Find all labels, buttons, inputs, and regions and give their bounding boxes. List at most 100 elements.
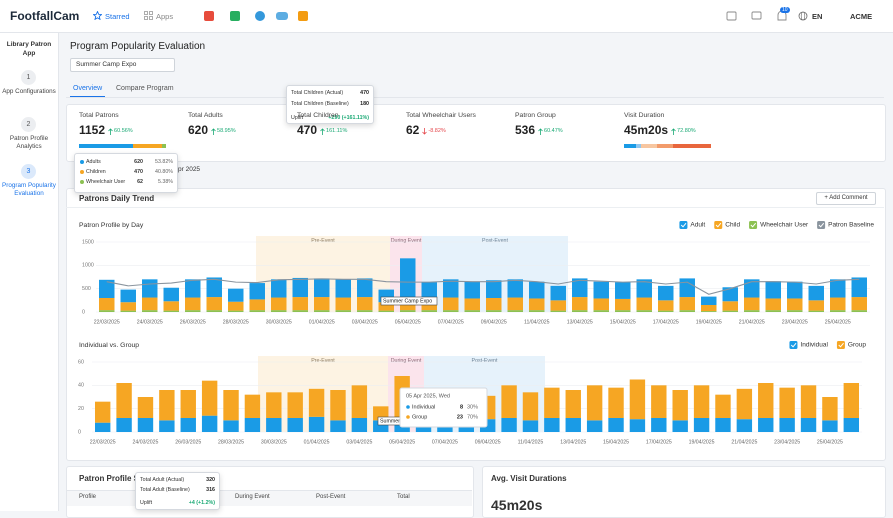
bar: [501, 385, 517, 418]
step-label[interactable]: Patron Profile Analytics: [9, 135, 49, 150]
bar: [228, 288, 244, 302]
legend-checkbox[interactable]: [714, 221, 723, 229]
page-title: Program Popularity Evaluation: [70, 41, 206, 52]
bar: [679, 297, 695, 311]
bar: [185, 279, 201, 298]
bar: [808, 285, 824, 301]
bar: [201, 380, 218, 416]
kpi-card: [66, 104, 886, 162]
program-select[interactable]: Summer Camp Expo: [70, 58, 175, 72]
y-tick-label: 500: [82, 286, 91, 292]
x-tick-label: 15/04/2025: [603, 439, 629, 445]
x-tick-label: 01/04/2025: [309, 319, 335, 325]
baseline-line: [106, 278, 860, 295]
event-label-box: Pre-Event: [311, 358, 335, 364]
bar: [565, 390, 581, 418]
x-tick-label: 19/04/2025: [696, 319, 722, 325]
bar: [765, 298, 781, 311]
kpi-label: Patron Group: [515, 112, 556, 119]
tooltip-label: Total Adult (Baseline): [140, 487, 190, 493]
bar: [808, 310, 824, 312]
starred-link[interactable]: Starred: [105, 12, 130, 21]
hover-pct: 30%: [467, 404, 478, 410]
x-tick-label: 21/04/2025: [739, 319, 765, 325]
bar: [271, 279, 287, 298]
legend-dot: [80, 160, 84, 164]
bar: [357, 278, 373, 298]
x-tick-label: 25/04/2025: [817, 439, 843, 445]
kpi-change: 60.56%: [114, 128, 133, 134]
bar: [94, 422, 111, 432]
kpi-change: 60.47%: [544, 128, 563, 134]
bar: [736, 419, 753, 432]
x-tick-label: 09/04/2025: [475, 439, 501, 445]
y-tick-label: 0: [82, 309, 85, 315]
kpi-value: 536: [515, 123, 536, 137]
chart-title: Individual vs. Group: [79, 342, 139, 349]
legend-checkbox[interactable]: [679, 221, 688, 229]
tooltip-label: Total Children (Actual): [291, 90, 344, 96]
add-comment-button[interactable]: + Add Comment: [816, 192, 876, 205]
legend-dot: [80, 170, 84, 174]
bar: [800, 385, 817, 418]
bar: [287, 392, 303, 418]
table-column: Profile: [79, 494, 97, 500]
event-label-box: Post-Event: [472, 358, 498, 364]
legend-check: [715, 222, 722, 228]
step-number[interactable]: 2: [21, 117, 36, 132]
legend-checkbox[interactable]: [817, 221, 826, 229]
step-number[interactable]: 1: [21, 70, 36, 85]
bar: [722, 287, 738, 302]
bar: [658, 285, 674, 301]
bar: [679, 310, 695, 312]
x-tick-label: 13/04/2025: [560, 439, 586, 445]
tab[interactable]: Compare Program: [116, 85, 174, 92]
bar: [464, 281, 480, 299]
step-number[interactable]: 3: [21, 164, 36, 179]
hover-dot: [406, 415, 410, 419]
patrons-bar: [79, 144, 166, 148]
bar: [335, 279, 351, 298]
bar: [701, 311, 717, 312]
x-tick-label: 30/03/2025: [266, 319, 292, 325]
legend-checkbox[interactable]: [789, 341, 798, 349]
tooltip-label: Uplift: [140, 500, 153, 506]
hover-name: Individual: [412, 404, 435, 410]
x-tick-label: 11/04/2025: [518, 439, 544, 445]
tab[interactable]: Overview: [73, 85, 103, 92]
bar: [292, 277, 308, 298]
bar: [529, 310, 545, 312]
bar: [443, 297, 459, 311]
bar: [206, 310, 222, 312]
bar: [679, 278, 695, 298]
language[interactable]: EN: [812, 12, 823, 21]
hover-dot: [406, 405, 410, 409]
bar: [228, 310, 244, 312]
x-tick-label: 25/04/2025: [825, 319, 851, 325]
bar: [615, 298, 631, 311]
bar: [629, 379, 646, 420]
star-icon: [93, 11, 102, 20]
legend-checkbox[interactable]: [836, 341, 845, 349]
date-fragment: pr 2025: [178, 166, 201, 173]
step-label[interactable]: Program Popularity Evaluation: [2, 182, 56, 197]
table-column: Total: [397, 494, 410, 500]
add-comment-label: Add Comment: [829, 195, 868, 201]
kpi-label: Total Adults: [188, 112, 223, 119]
x-tick-label: 05/04/2025: [389, 439, 415, 445]
kpi-change: 161.11%: [326, 128, 348, 134]
tooltip-label: Uplift: [291, 115, 304, 121]
bar-tooltip: Summer Camp Expo: [383, 299, 432, 305]
x-tick-label: 28/03/2025: [218, 439, 244, 445]
step-label[interactable]: App Configurations: [2, 88, 56, 95]
legend-checkbox[interactable]: [749, 221, 758, 229]
bar: [736, 388, 753, 420]
bar: [249, 299, 265, 311]
breakdown-pct: 40.80%: [155, 169, 173, 175]
apps-link[interactable]: Apps: [156, 12, 174, 21]
bar: [486, 310, 502, 312]
bar: [636, 297, 652, 311]
account[interactable]: ACME: [850, 12, 873, 21]
event-label: Pre-Event: [311, 358, 335, 364]
